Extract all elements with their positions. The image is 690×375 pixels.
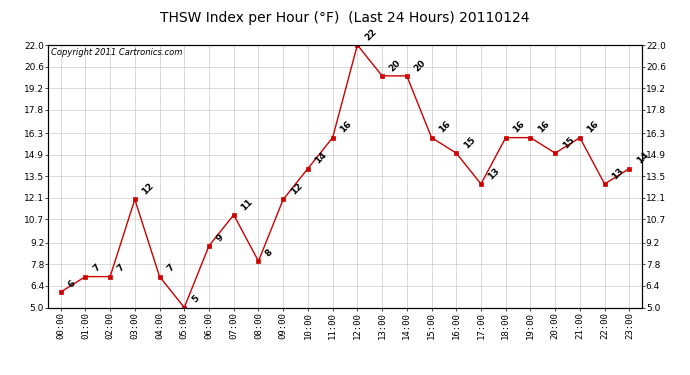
Text: 11: 11 xyxy=(239,197,255,212)
Text: 20: 20 xyxy=(413,58,428,73)
Text: 16: 16 xyxy=(511,120,526,135)
Text: 15: 15 xyxy=(462,135,477,150)
Text: 16: 16 xyxy=(585,120,601,135)
Text: 16: 16 xyxy=(338,120,353,135)
Text: 20: 20 xyxy=(388,58,403,73)
Text: 7: 7 xyxy=(116,263,126,274)
Text: 13: 13 xyxy=(486,166,502,181)
Text: 13: 13 xyxy=(610,166,625,181)
Text: 14: 14 xyxy=(313,150,328,166)
Text: 16: 16 xyxy=(437,120,453,135)
Text: 22: 22 xyxy=(363,27,378,42)
Text: THSW Index per Hour (°F)  (Last 24 Hours) 20110124: THSW Index per Hour (°F) (Last 24 Hours)… xyxy=(160,11,530,25)
Text: 8: 8 xyxy=(264,248,275,258)
Text: 12: 12 xyxy=(288,182,304,196)
Text: 14: 14 xyxy=(635,150,650,166)
Text: 16: 16 xyxy=(536,120,551,135)
Text: 7: 7 xyxy=(91,263,102,274)
Text: 12: 12 xyxy=(140,182,156,196)
Text: 7: 7 xyxy=(165,263,176,274)
Text: Copyright 2011 Cartronics.com: Copyright 2011 Cartronics.com xyxy=(51,48,183,57)
Text: 9: 9 xyxy=(215,232,226,243)
Text: 15: 15 xyxy=(561,135,576,150)
Text: 6: 6 xyxy=(66,279,77,289)
Text: 5: 5 xyxy=(190,294,201,305)
